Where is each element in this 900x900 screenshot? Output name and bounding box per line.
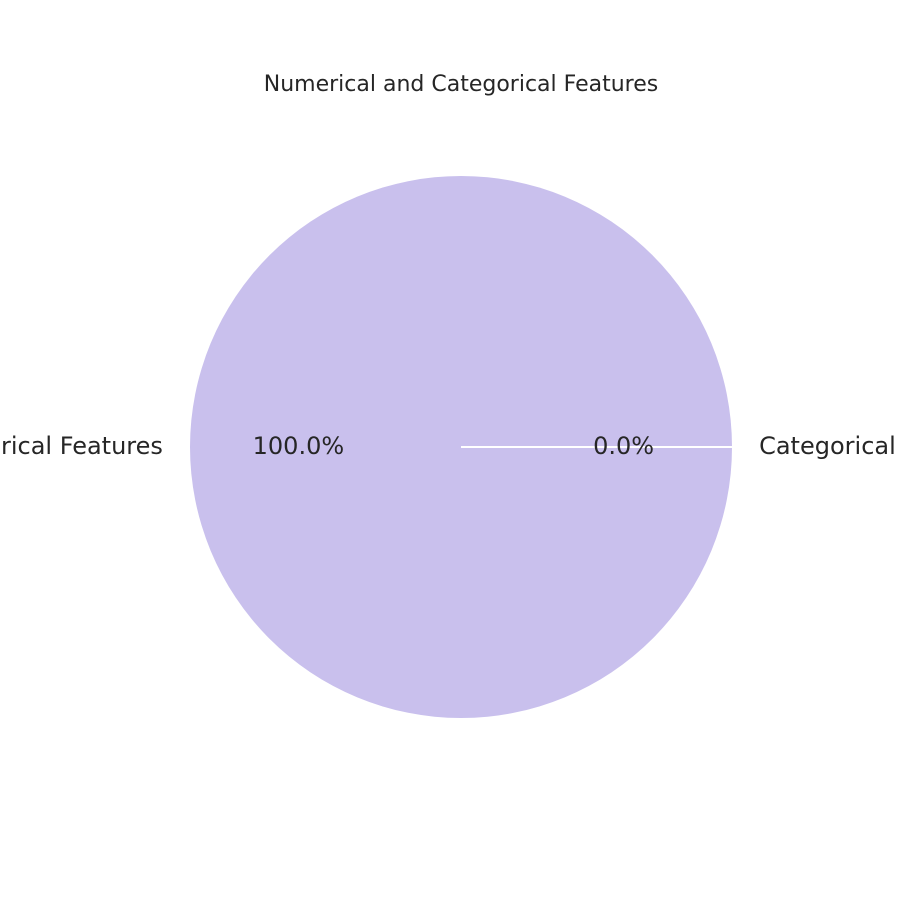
labels-layer: Numerical Features 100.0% Categorical Feat… (0, 432, 900, 460)
slices-layer (190, 176, 732, 718)
slice-pct-numerical-features: 100.0% (253, 432, 345, 460)
slice-label-numerical-features: Numerical Features (0, 432, 163, 460)
chart-title: Numerical and Categorical Features (263, 72, 659, 97)
slice-label-categorical-features: Categorical Features (759, 432, 900, 460)
slice-pct-categorical-features: 0.0% (593, 432, 654, 460)
